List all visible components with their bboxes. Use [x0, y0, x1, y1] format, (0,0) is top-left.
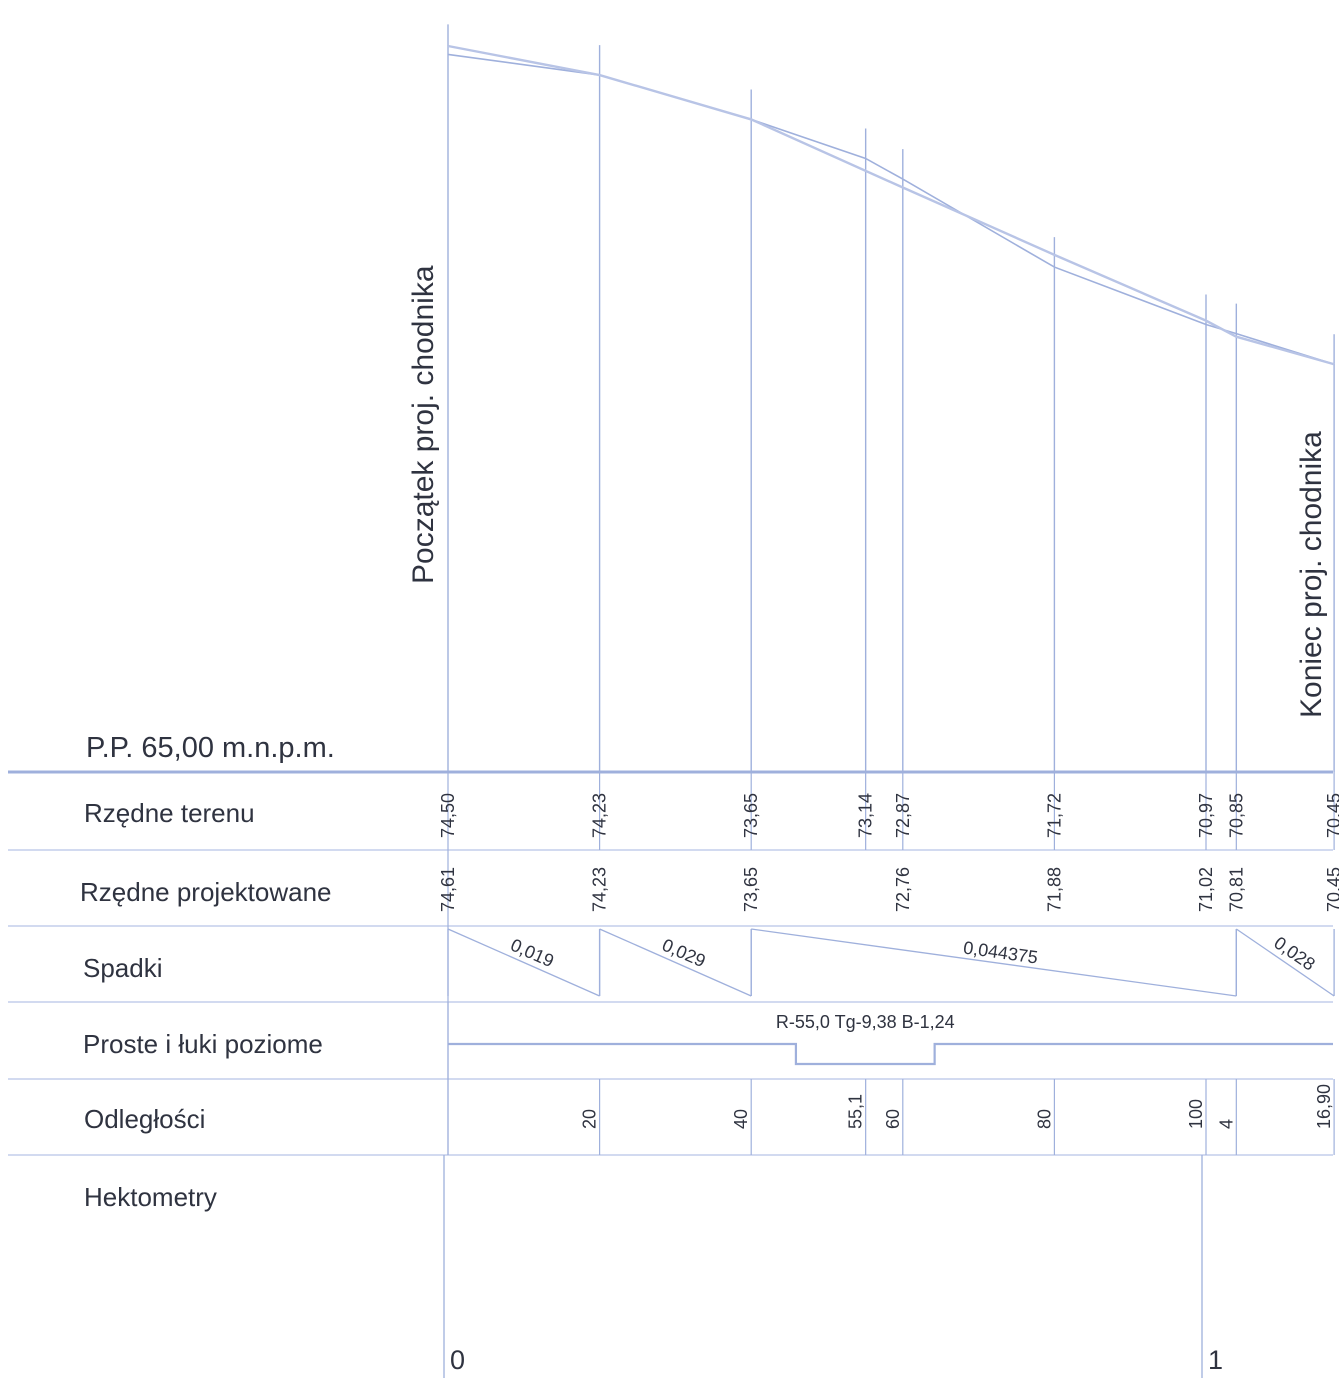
distance-value: 55,1 — [846, 1094, 866, 1129]
row-label-terrain: Rzędne terenu — [84, 798, 255, 828]
row-label-alignment: Proste i łuki poziome — [83, 1029, 323, 1059]
terrain-value: 70,85 — [1226, 793, 1246, 838]
start-label: Początek proj. chodnika — [407, 265, 440, 584]
distance-value: 60 — [883, 1109, 903, 1129]
distance-value: 4 — [1216, 1119, 1236, 1129]
hectometer-label: 1 — [1208, 1345, 1223, 1375]
curve-parameters: R-55,0 Tg-9,38 B-1,24 — [776, 1012, 955, 1032]
row-label-hectometers: Hektometry — [84, 1182, 217, 1212]
distance-value: 40 — [731, 1109, 751, 1129]
design-value: 74,61 — [438, 867, 458, 912]
design-value: 73,65 — [741, 867, 761, 912]
distance-value: 80 — [1034, 1109, 1054, 1129]
slope-diagonal-3 — [1235, 928, 1335, 997]
design-value: 71,02 — [1196, 867, 1216, 912]
row-label-slopes: Spadki — [83, 953, 163, 983]
distance-value: 16,90 — [1314, 1084, 1334, 1129]
terrain-value: 73,65 — [741, 793, 761, 838]
distance-value: 100 — [1186, 1099, 1206, 1129]
datum-label: P.P. 65,00 m.n.p.m. — [86, 732, 335, 764]
terrain-value: 74,23 — [590, 793, 610, 838]
terrain-value: 70,45 — [1324, 793, 1339, 838]
terrain-value: 72,87 — [893, 793, 913, 838]
design-value: 70,81 — [1226, 867, 1246, 912]
row-label-design: Rzędne projektowane — [80, 877, 332, 907]
station-ordinates — [447, 24, 1335, 1155]
band-borders — [8, 770, 1333, 1156]
terrain-value: 71,72 — [1044, 793, 1064, 838]
design-line — [447, 44, 1335, 366]
alignment-line — [448, 1042, 1333, 1066]
design-value: 71,88 — [1044, 867, 1064, 912]
table-values: 74,50 74,61 74,23 74,23 20 73,65 73,65 40 73,14 5… — [438, 793, 1339, 1129]
end-label: Koniec proj. chodnika — [1295, 431, 1328, 718]
alignment-band: R-55,0 Tg-9,38 B-1,24 — [447, 1002, 1333, 1079]
terrain-value: 70,97 — [1196, 793, 1216, 838]
hectometer-label: 0 — [450, 1345, 465, 1375]
design-value: 72,76 — [893, 867, 913, 912]
distance-value: 20 — [580, 1109, 600, 1129]
terrain-value: 74,50 — [438, 793, 458, 838]
design-value: 70,45 — [1324, 867, 1339, 912]
slope-diagonal-0 — [447, 928, 600, 997]
slope-band: 0,019 0,029 0,044375 0,028 — [447, 928, 1335, 997]
slope-diagonal-2 — [751, 928, 1237, 997]
row-label-distances: Odległości — [84, 1104, 205, 1134]
terrain-value: 73,14 — [856, 793, 876, 838]
slope-diagonal-1 — [599, 928, 752, 997]
design-value: 74,23 — [590, 867, 610, 912]
profile-lines — [447, 44, 1335, 366]
